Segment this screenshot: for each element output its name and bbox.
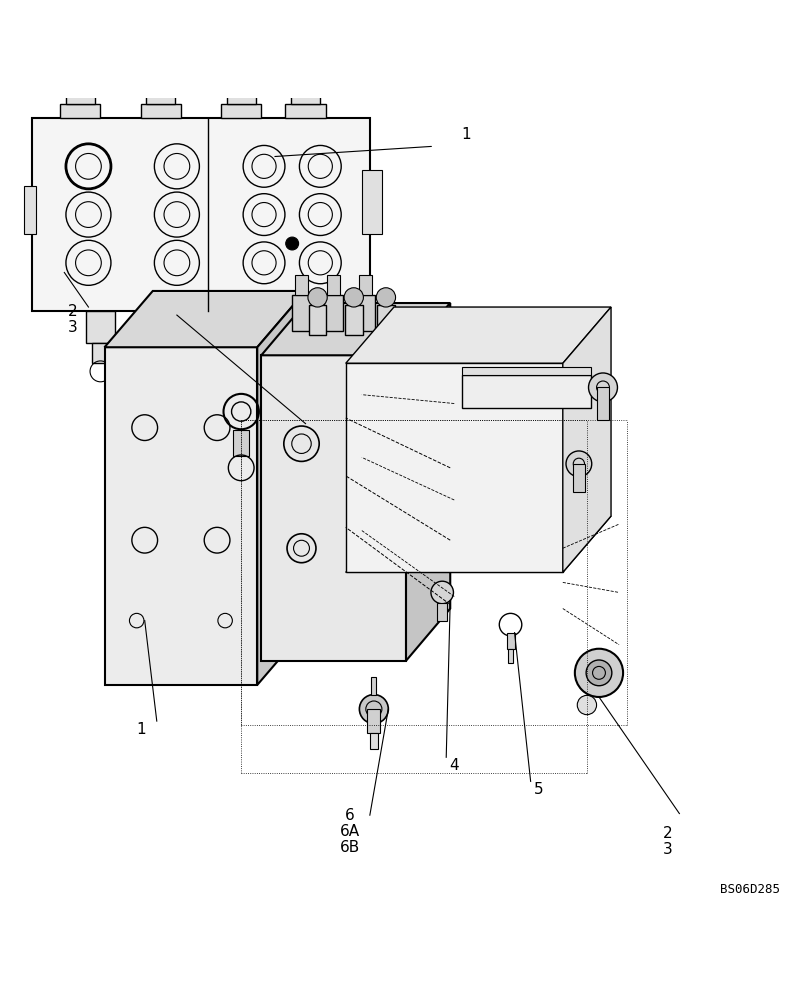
Text: 6A: 6A [339, 824, 360, 839]
Text: 2: 2 [662, 826, 671, 841]
Bar [92, 343, 108, 363]
Circle shape [285, 237, 298, 250]
Bar [308, 305, 326, 335]
Circle shape [376, 288, 395, 307]
Polygon shape [104, 291, 305, 347]
Circle shape [430, 581, 453, 604]
Text: 1: 1 [136, 722, 145, 737]
Circle shape [359, 695, 388, 724]
Bar [359, 275, 372, 295]
Text: 6: 6 [344, 808, 354, 823]
Text: 5: 5 [533, 782, 543, 797]
Bar [507, 649, 512, 663]
Bar [324, 295, 343, 331]
Bar [24, 186, 36, 234]
Bar [226, 92, 255, 104]
Bar [158, 311, 187, 343]
Bar [356, 295, 375, 331]
Bar [255, 311, 283, 343]
Bar [261, 343, 277, 363]
Bar [344, 305, 362, 335]
Polygon shape [345, 307, 610, 363]
Circle shape [574, 649, 622, 697]
Polygon shape [257, 291, 305, 685]
Bar [60, 104, 100, 118]
Polygon shape [261, 303, 450, 355]
Bar [367, 709, 380, 733]
Text: 1: 1 [461, 127, 471, 142]
Polygon shape [104, 347, 257, 685]
Bar [319, 311, 348, 343]
Text: 6B: 6B [339, 840, 360, 855]
Bar [141, 104, 181, 118]
Circle shape [565, 451, 591, 477]
Text: BS06D285: BS06D285 [719, 883, 779, 896]
Bar [291, 92, 320, 104]
Text: 3: 3 [67, 320, 77, 335]
Bar [371, 677, 376, 695]
Bar [506, 633, 514, 649]
Bar [295, 275, 308, 295]
Text: 2: 2 [67, 304, 77, 319]
Text: 3: 3 [662, 842, 671, 857]
Bar [573, 464, 584, 492]
Bar [32, 118, 369, 311]
Polygon shape [261, 355, 406, 661]
Bar [596, 387, 609, 420]
Circle shape [344, 288, 363, 307]
Polygon shape [345, 516, 610, 572]
Bar [369, 733, 377, 749]
Circle shape [585, 660, 611, 686]
Bar [86, 311, 115, 343]
Polygon shape [562, 307, 610, 572]
Bar [146, 92, 175, 104]
Bar [327, 275, 340, 295]
Polygon shape [345, 363, 562, 572]
Text: 4: 4 [449, 758, 459, 773]
Bar [66, 92, 95, 104]
Bar [462, 367, 590, 375]
Bar [462, 375, 590, 408]
Bar [221, 104, 261, 118]
Bar [285, 104, 325, 118]
Bar [325, 343, 341, 363]
Bar [361, 170, 381, 234]
Bar [437, 603, 446, 621]
Circle shape [308, 288, 327, 307]
Circle shape [577, 695, 596, 715]
Bar [165, 343, 181, 363]
Bar [291, 295, 311, 331]
Polygon shape [406, 303, 450, 661]
Circle shape [588, 373, 617, 402]
Bar [377, 305, 394, 335]
Bar [233, 430, 249, 456]
